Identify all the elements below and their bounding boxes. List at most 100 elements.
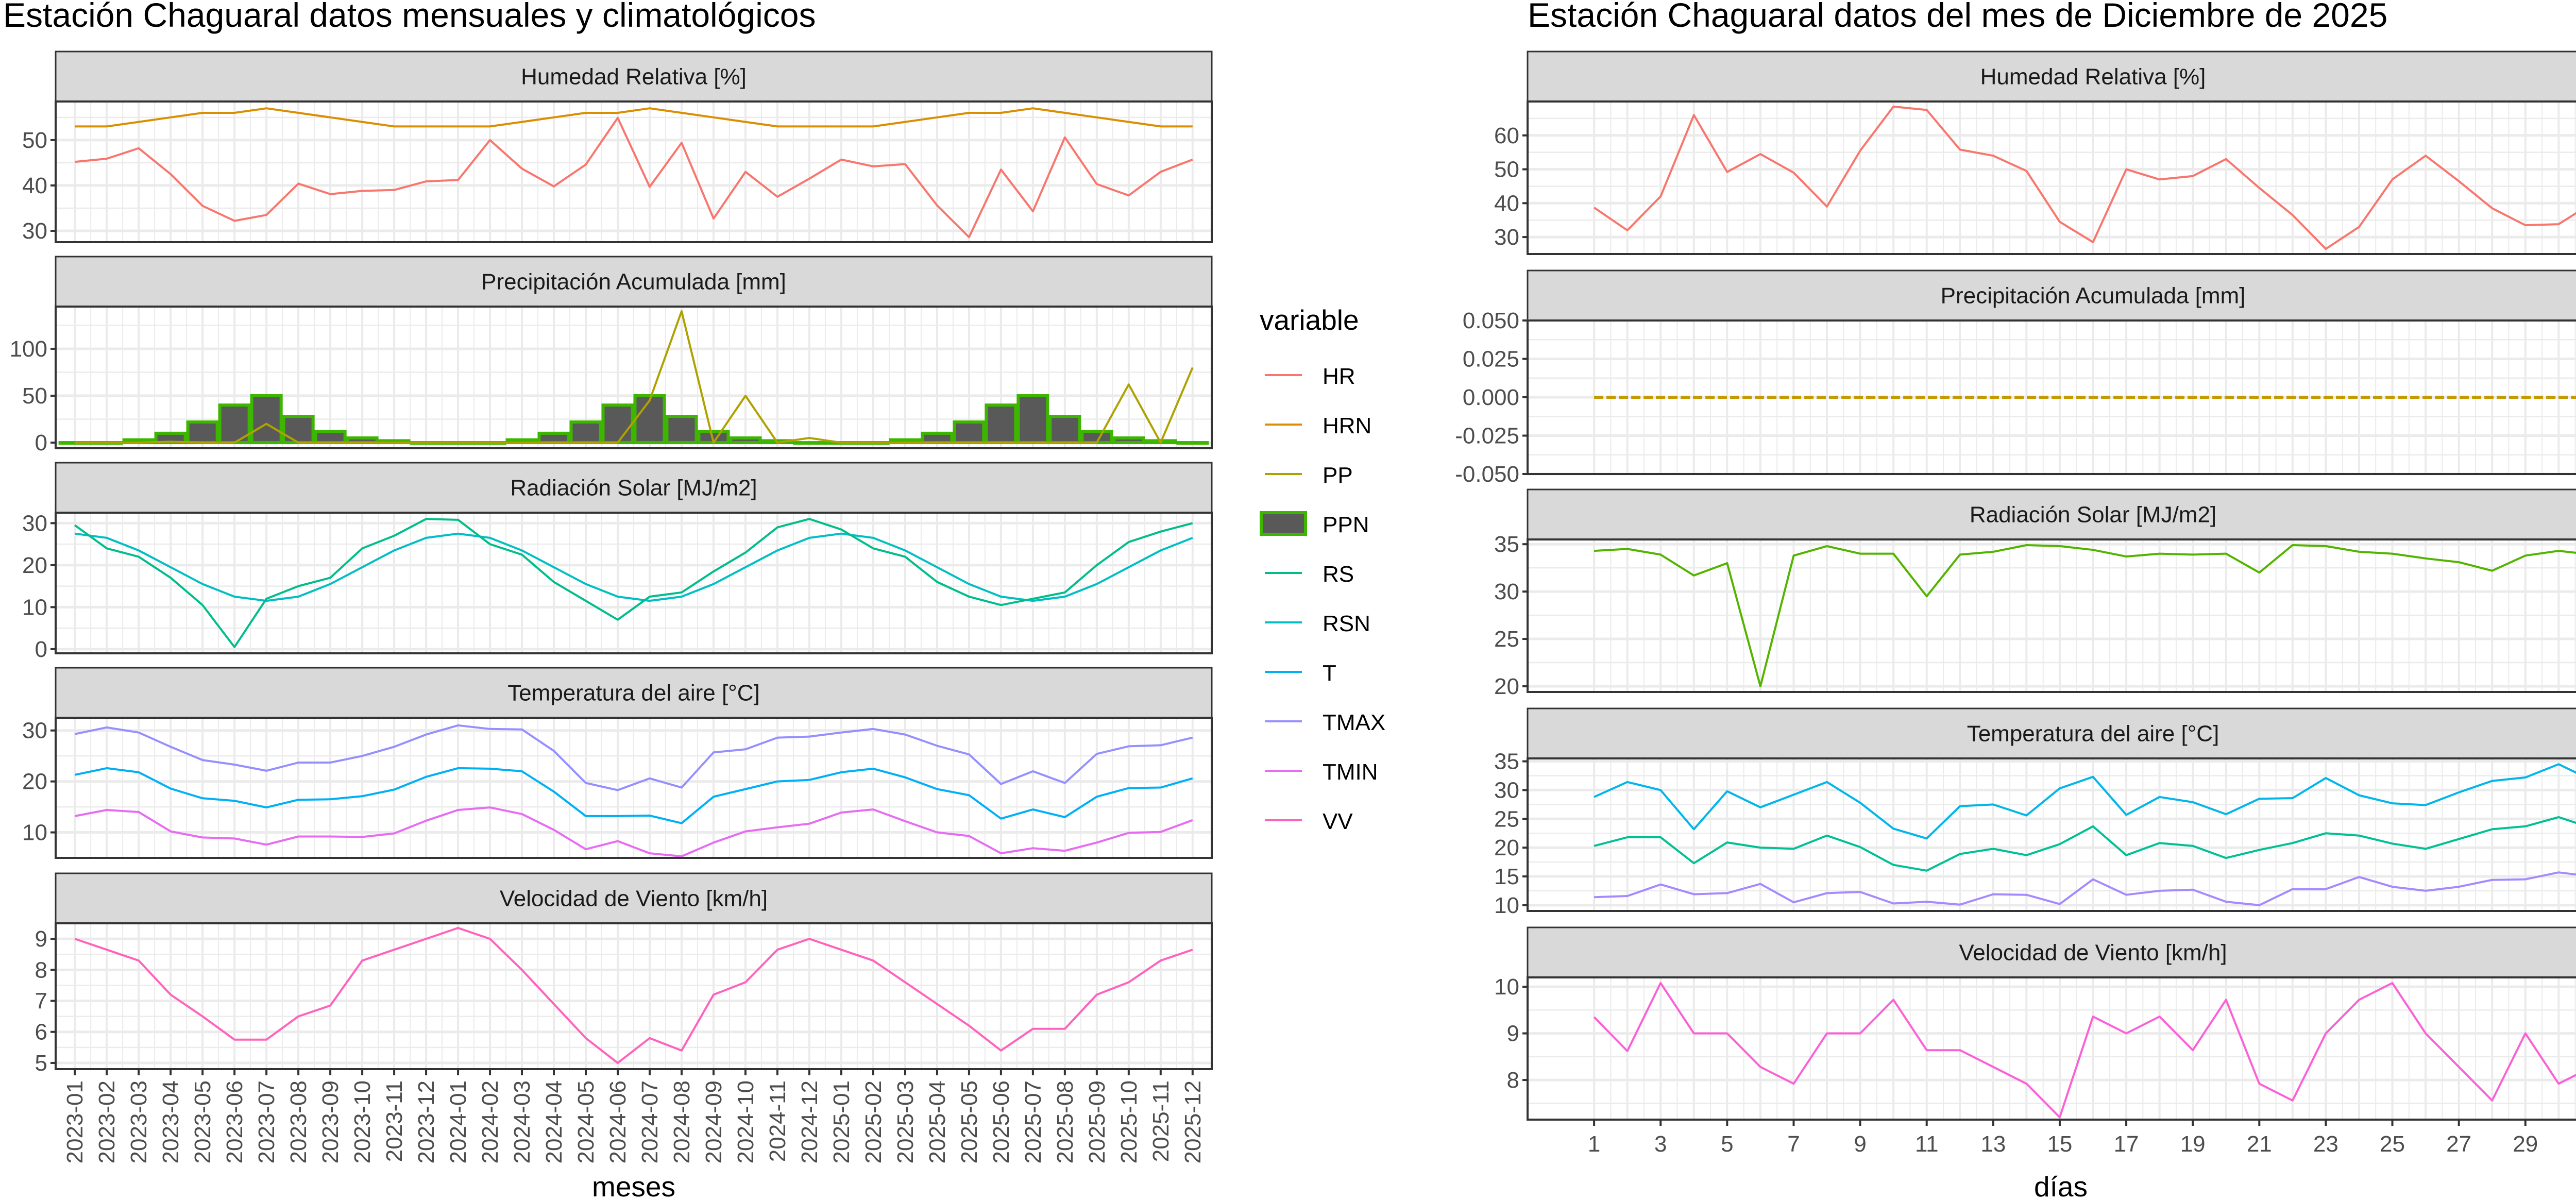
y-tick-label: 40 [1494, 191, 1519, 216]
x-tick-label: 3 [1654, 1131, 1667, 1157]
x-tick-label: 2023-07 [254, 1080, 279, 1163]
x-tick-label: 23 [2313, 1131, 2338, 1157]
x-tick-label: 2025-01 [829, 1080, 854, 1163]
facet-strip [1527, 926, 2576, 978]
legend: variable HR HRN PP PPN RS RSN T TMAX TMIN VV [1260, 304, 1385, 834]
series-line-pp [75, 310, 1194, 444]
x-tick-label: 2024-12 [797, 1080, 822, 1163]
y-tick-label: 8 [35, 957, 47, 983]
x-tick-label: 2023-11 [382, 1080, 407, 1162]
legend-label: RSN [1323, 611, 1370, 636]
panel-border [1527, 757, 2576, 912]
x-tick-label: 17 [2114, 1131, 2139, 1157]
y-tick-label: 20 [1494, 674, 1519, 699]
x-tick-label: 2024-05 [573, 1080, 599, 1163]
x-tick-label: 2024-03 [510, 1080, 535, 1163]
x-tick-label: 27 [2446, 1131, 2471, 1157]
y-tick-label: 0 [35, 637, 47, 662]
y-tick-label: 9 [1507, 1021, 1519, 1046]
x-tick-label: 2024-11 [765, 1080, 790, 1162]
bar-ppn [1016, 394, 1049, 445]
x-tick-label: 21 [2247, 1131, 2272, 1157]
bar-ppn [282, 415, 315, 445]
x-tick-label: 2023-06 [222, 1080, 247, 1163]
facet-strip-label: Precipitación Acumulada [mm] [481, 269, 786, 295]
panel-border [55, 100, 1213, 243]
x-tick-label: 2024-02 [478, 1080, 503, 1163]
legend-item: RSN [1265, 611, 1370, 636]
x-tick-label: 2024-06 [605, 1080, 631, 1163]
bar-ppn [569, 420, 602, 445]
y-tick-label: -0.050 [1455, 462, 1519, 487]
y-tick-label: 30 [1494, 579, 1519, 604]
series-line-vv [1593, 982, 2576, 1119]
legend-item: TMAX [1265, 710, 1385, 735]
bar-ppn [1112, 436, 1145, 445]
plot-panel [1528, 102, 2576, 254]
y-tick-label: 6 [35, 1020, 47, 1045]
bar-ppn [985, 403, 1018, 445]
facet-strip-label: Humedad Relativa [%] [521, 64, 747, 90]
panel-border [1527, 976, 2576, 1121]
facet-strip [55, 462, 1213, 514]
x-tick-label: 2024-07 [637, 1080, 663, 1163]
y-tick-label: 30 [22, 511, 47, 536]
bar-ppn [921, 431, 954, 445]
chart-title: Estación Chaguaral datos del mes de Dici… [1528, 0, 2387, 34]
bar-ppn [537, 431, 570, 445]
facet-strip [55, 667, 1213, 719]
x-tick-label: 2025-09 [1084, 1080, 1110, 1163]
facet-strip [1527, 488, 2576, 540]
y-tick-label: 20 [22, 769, 47, 795]
y-tick-label: 7 [35, 989, 47, 1014]
legend-title: variable [1260, 304, 1359, 336]
bar-ppn [1048, 415, 1081, 445]
panel-border [55, 512, 1213, 654]
legend-item: PP [1265, 463, 1353, 488]
x-tick-label: 5 [1721, 1131, 1733, 1157]
y-tick-label: 20 [1494, 835, 1519, 860]
series-line-rsn [74, 532, 1193, 602]
legend-item: T [1265, 661, 1336, 686]
series-line-vv [74, 927, 1193, 1064]
x-tick-label: 2025-07 [1021, 1080, 1046, 1163]
x-tick-label: 2024-04 [541, 1080, 567, 1163]
y-tick-label: 30 [22, 218, 47, 244]
facet-panel: Radiación Solar [MJ/m2] 20 25 30 35 [1494, 488, 2576, 699]
y-tick-label: 40 [22, 173, 47, 198]
legend-label: TMAX [1323, 710, 1385, 735]
bar-ppn [250, 394, 283, 445]
legend-label: VV [1323, 809, 1353, 834]
series-line-t [74, 767, 1193, 824]
x-tick-label: 11 [1915, 1131, 1939, 1157]
chart-title: Estación Chaguaral datos mensuales y cli… [3, 0, 816, 34]
legend-item: HR [1265, 364, 1355, 389]
y-tick-label: 0.000 [1463, 385, 1519, 410]
x-tick-label: 2025-06 [989, 1080, 1014, 1163]
y-tick-label: 9 [35, 926, 47, 952]
y-tick-label: 30 [1494, 778, 1519, 803]
legend-item: HRN [1265, 413, 1371, 438]
y-tick-label: 20 [22, 553, 47, 578]
facet-strip [55, 50, 1213, 103]
y-tick-label: 100 [10, 336, 47, 362]
panel-border [1527, 319, 2576, 475]
legend-item: PPN [1260, 511, 1369, 537]
y-tick-label: 60 [1494, 123, 1519, 148]
y-tick-label: 0.050 [1463, 308, 1519, 333]
legend-label: PP [1323, 463, 1353, 488]
series-line-rs [1594, 544, 2576, 687]
facet-strip [1527, 50, 2576, 103]
panel-border [55, 717, 1213, 859]
facet-panel: Humedad Relativa [%] 30 40 50 [22, 50, 1213, 244]
x-tick-label: 2023-02 [94, 1080, 120, 1163]
facet-strip-label: Temperatura del aire [°C] [1967, 721, 2219, 747]
y-tick-label: -0.025 [1455, 424, 1519, 449]
x-tick-label: 2025-11 [1148, 1080, 1174, 1162]
x-tick-label: 19 [2180, 1131, 2206, 1157]
facet-strip-label: Radiación Solar [MJ/m2] [510, 476, 757, 501]
x-tick-label: 25 [2380, 1131, 2405, 1157]
daily-chart: Estación Chaguaral datos del mes de Dici… [1455, 0, 2576, 1200]
